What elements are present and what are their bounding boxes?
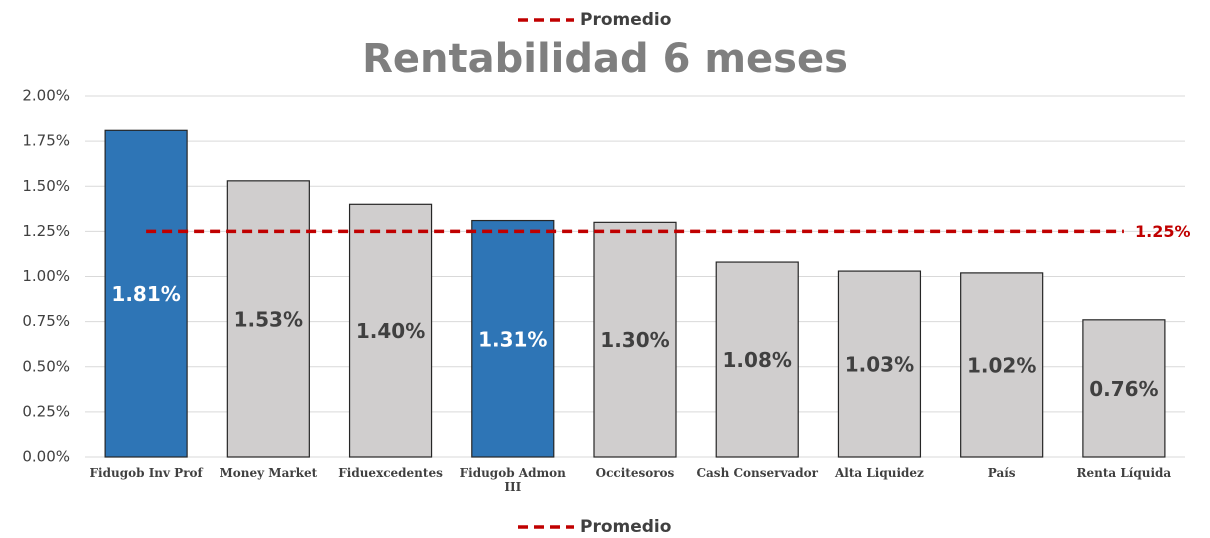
- x-tick-label: Alta Liquidez: [835, 466, 924, 480]
- value-label: 1.53%: [234, 307, 303, 331]
- bar: [348, 203, 433, 458]
- y-tick-label: 1.00%: [22, 267, 70, 285]
- value-label: 1.03%: [845, 353, 914, 377]
- chart-title: Rentabilidad 6 meses: [362, 36, 848, 82]
- y-tick-label: 2.00%: [22, 87, 70, 105]
- y-tick-label: 0.50%: [22, 357, 70, 375]
- x-tick-label: Cash Conservador: [696, 466, 818, 480]
- legend-label: Promedio: [580, 517, 671, 537]
- y-tick-label: 1.25%: [22, 222, 70, 240]
- bar: [593, 221, 677, 458]
- value-label: 1.40%: [356, 319, 425, 343]
- legend-label: Promedio: [580, 10, 671, 30]
- y-tick-label: 0.00%: [22, 448, 70, 466]
- x-tick-label: Renta Líquida: [1076, 466, 1172, 480]
- x-tick-label: Fidugob Admon III: [459, 466, 566, 494]
- bar: [1082, 319, 1166, 458]
- bar: [715, 261, 799, 458]
- bar: [960, 272, 1044, 458]
- bar: [471, 219, 555, 458]
- average-label: 1.25%: [1135, 222, 1191, 241]
- bar: [226, 180, 310, 458]
- x-tick-label: Fidugob Inv Prof: [89, 466, 203, 480]
- x-tick-label: Fiduexcedentes: [338, 466, 443, 480]
- y-tick-label: 1.75%: [22, 132, 70, 150]
- value-label: 1.81%: [111, 282, 180, 306]
- y-tick-label: 0.25%: [22, 402, 70, 420]
- y-tick-label: 1.50%: [22, 177, 70, 195]
- value-label: 0.76%: [1089, 377, 1158, 401]
- value-label: 1.31%: [478, 327, 547, 351]
- value-label: 1.02%: [967, 353, 1036, 377]
- x-tick-label: Occitesoros: [595, 466, 675, 480]
- value-label: 1.08%: [723, 348, 792, 372]
- y-tick-label: 0.75%: [22, 312, 70, 330]
- x-tick-label: Money Market: [219, 466, 318, 480]
- bar: [104, 129, 188, 458]
- value-label: 1.30%: [600, 328, 669, 352]
- x-tick-label: País: [987, 466, 1016, 480]
- bar: [837, 270, 922, 458]
